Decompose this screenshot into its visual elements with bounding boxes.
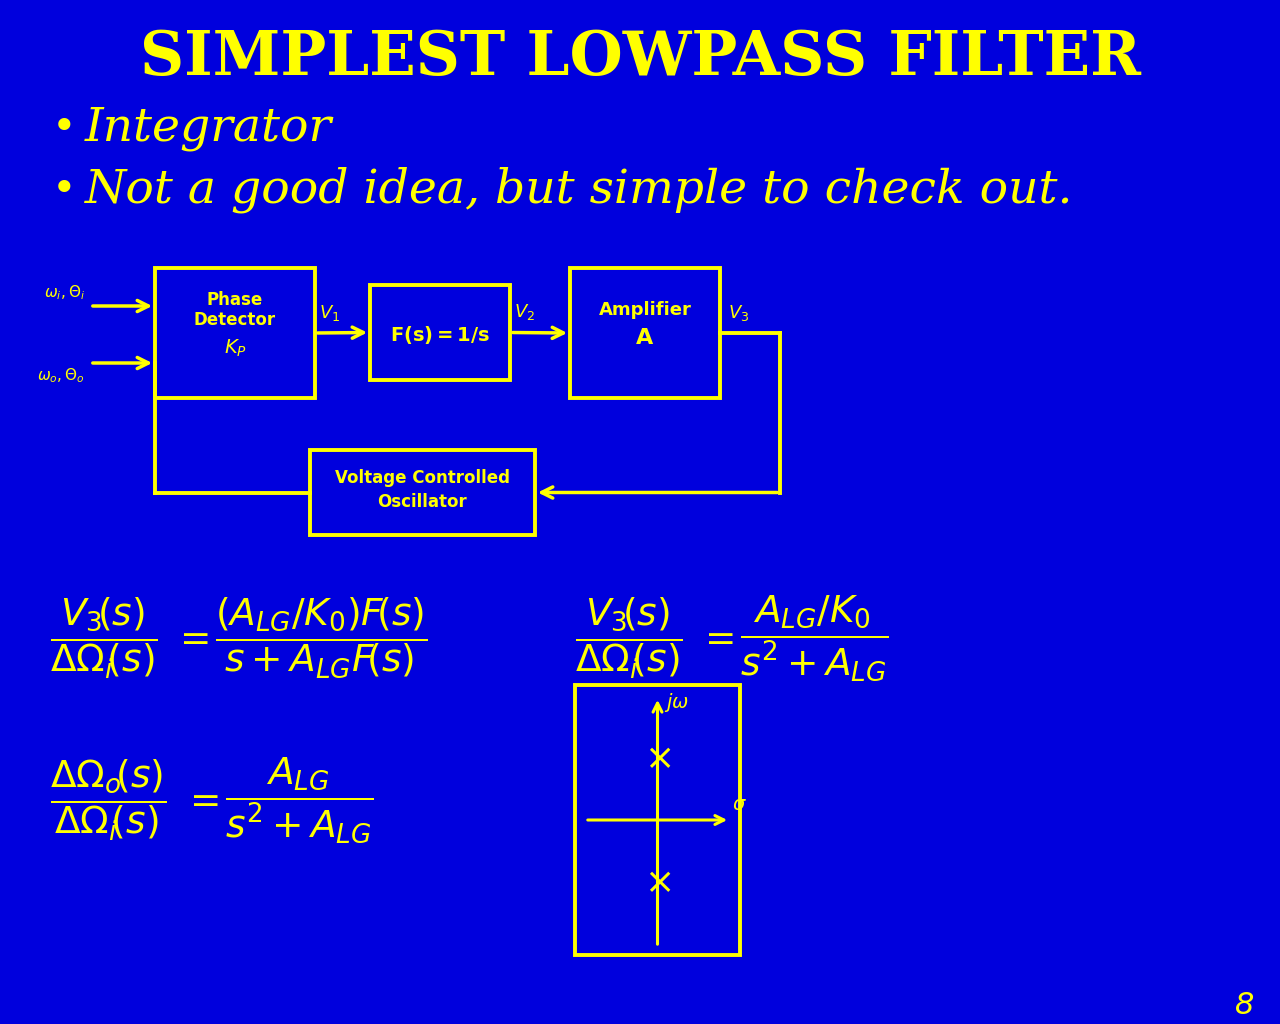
Bar <box>370 285 509 380</box>
Bar <box>155 268 315 398</box>
Text: $\dfrac{A_{LG}/K_0}{s^2+A_{LG}}$: $\dfrac{A_{LG}/K_0}{s^2+A_{LG}}$ <box>740 593 888 683</box>
Text: $V_2$: $V_2$ <box>515 302 535 323</box>
Text: $\times$: $\times$ <box>644 865 671 899</box>
Text: $\omega_o,\Theta_o$: $\omega_o,\Theta_o$ <box>37 367 84 385</box>
Text: $\dfrac{\left(A_{LG}/K_0\right)F\!\left(s\right)}{s+A_{LG}F\!\left(s\right)}$: $\dfrac{\left(A_{LG}/K_0\right)F\!\left(… <box>215 596 428 680</box>
Text: $\dfrac{V_3\!\left(s\right)}{\Delta\Omega_i\!\left(s\right)}$: $\dfrac{V_3\!\left(s\right)}{\Delta\Omeg… <box>50 596 157 681</box>
Text: $\dfrac{\Delta\Omega_o\!\left(s\right)}{\Delta\Omega_i\!\left(s\right)}$: $\dfrac{\Delta\Omega_o\!\left(s\right)}{… <box>50 758 166 843</box>
Text: $=$: $=$ <box>172 620 209 656</box>
Bar <box>575 685 740 955</box>
Text: $j\omega$: $j\omega$ <box>663 691 689 715</box>
Text: $V_3$: $V_3$ <box>728 303 749 323</box>
Text: $K_P$: $K_P$ <box>224 337 247 358</box>
Text: Amplifier: Amplifier <box>599 301 691 319</box>
Text: $\omega_i,\Theta_i$: $\omega_i,\Theta_i$ <box>44 284 84 302</box>
Text: •: • <box>52 169 77 211</box>
Text: $\mathbf{F(s) = 1/s}$: $\mathbf{F(s) = 1/s}$ <box>390 325 490 346</box>
Text: SIMPLEST LOWPASS FILTER: SIMPLEST LOWPASS FILTER <box>140 28 1140 88</box>
Text: Oscillator: Oscillator <box>378 493 467 511</box>
Text: •: • <box>52 106 77 150</box>
Text: Integrator: Integrator <box>84 105 332 151</box>
Text: Phase: Phase <box>207 291 264 309</box>
Text: $V_1$: $V_1$ <box>319 303 340 323</box>
Text: $\dfrac{V_3\!\left(s\right)}{\Delta\Omega_i\!\left(s\right)}$: $\dfrac{V_3\!\left(s\right)}{\Delta\Omeg… <box>575 596 682 681</box>
Text: $\dfrac{A_{LG}}{s^2+A_{LG}}$: $\dfrac{A_{LG}}{s^2+A_{LG}}$ <box>225 755 374 845</box>
Bar <box>570 268 719 398</box>
Text: $\sigma$: $\sigma$ <box>732 795 746 813</box>
Text: $=$: $=$ <box>182 782 219 818</box>
Text: A: A <box>636 328 654 348</box>
Text: Voltage Controlled: Voltage Controlled <box>335 469 509 487</box>
Text: $=$: $=$ <box>696 620 733 656</box>
Text: $\times$: $\times$ <box>644 741 671 775</box>
Text: Detector: Detector <box>195 311 276 329</box>
Text: Not a good idea, but simple to check out.: Not a good idea, but simple to check out… <box>84 167 1074 213</box>
Bar <box>310 450 535 535</box>
Text: 8: 8 <box>1235 990 1254 1020</box>
